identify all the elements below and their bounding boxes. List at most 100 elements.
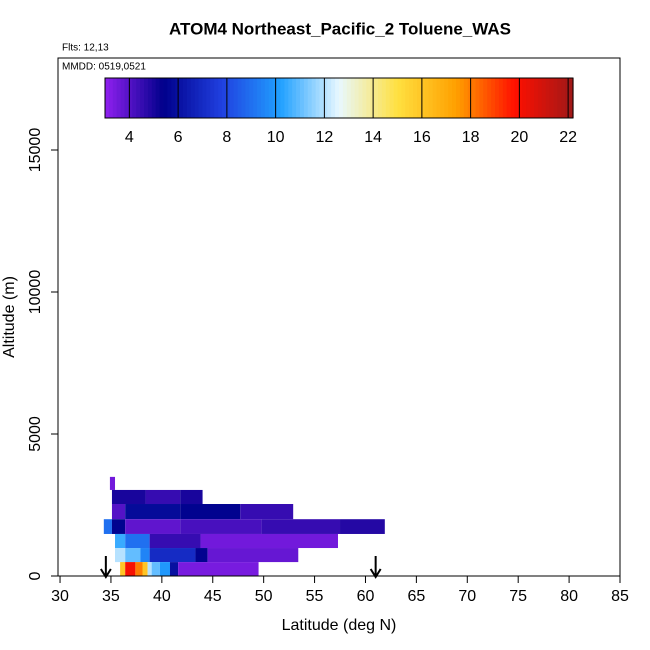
cell: [207, 548, 299, 563]
colorbar-swatch: [381, 78, 387, 118]
x-tick-label: 40: [153, 588, 171, 605]
colorbar-swatch: [534, 78, 539, 118]
colorbar-swatch: [206, 78, 211, 118]
cell: [151, 562, 160, 576]
colorbar-swatch: [424, 78, 430, 118]
colorbar-swatch: [233, 78, 239, 118]
cell: [147, 562, 152, 576]
cell: [125, 548, 141, 563]
colorbar-swatch: [144, 78, 149, 118]
colorbar-swatch: [147, 78, 153, 118]
colorbar-swatch: [186, 78, 192, 118]
colorbar-swatch: [413, 78, 418, 118]
colorbar-swatch: [167, 78, 172, 118]
colorbar-swatch: [268, 78, 274, 118]
colorbar-swatch: [401, 78, 406, 118]
cell: [169, 562, 179, 576]
colorbar-swatch: [428, 78, 434, 118]
x-tick-label: 80: [560, 588, 578, 605]
colorbar-swatch: [432, 78, 438, 118]
x-axis-label: Latitude (deg N): [282, 617, 397, 634]
colorbar-swatch: [202, 78, 207, 118]
colorbar-swatch: [120, 78, 126, 118]
colorbar-swatch: [292, 78, 297, 118]
colorbar-swatch: [264, 78, 270, 118]
chart-title: ATOM4 Northeast_Pacific_2 Toluene_WAS: [169, 19, 511, 38]
colorbar-swatch: [475, 78, 480, 118]
colorbar-tick-label: 10: [267, 129, 285, 146]
x-tick-label: 45: [204, 588, 222, 605]
colorbar-swatch: [471, 78, 477, 118]
colorbar-swatch: [163, 78, 168, 118]
colorbar-swatch: [108, 78, 114, 118]
colorbar-swatch: [541, 78, 547, 118]
colorbar-swatch: [272, 78, 278, 118]
flight-arrow: [369, 556, 382, 579]
colorbar-swatch: [545, 78, 551, 118]
colorbar-swatch: [311, 78, 317, 118]
colorbar-swatch: [339, 78, 344, 118]
colorbar-swatch: [405, 78, 410, 118]
colorbar-swatch: [385, 78, 391, 118]
cell: [120, 562, 126, 576]
x-tick-label: 30: [51, 588, 69, 605]
colorbar-swatch: [159, 78, 165, 118]
colorbar-swatch: [420, 78, 426, 118]
colorbar-tick-label: 6: [174, 129, 183, 146]
colorbar-swatch: [245, 78, 250, 118]
colorbar-swatch: [280, 78, 285, 118]
colorbar-swatch: [155, 78, 161, 118]
colorbar-swatch: [502, 78, 508, 118]
cell: [340, 519, 385, 534]
colorbar-swatch: [124, 78, 129, 118]
cell: [111, 489, 146, 505]
cell: [240, 504, 294, 520]
colorbar-swatch: [225, 78, 231, 118]
colorbar-tick-label: 14: [364, 129, 382, 146]
colorbar-swatch: [569, 78, 574, 118]
cell: [111, 504, 126, 520]
cell: [159, 562, 170, 576]
colorbar-swatch: [105, 78, 110, 118]
cell: [140, 548, 150, 563]
dates-note: MMDD: 0519,0521: [62, 62, 146, 73]
x-tick-label: 35: [102, 588, 120, 605]
colorbar-swatch: [112, 78, 118, 118]
colorbar-swatch: [358, 78, 363, 118]
colorbar-swatch: [440, 78, 445, 118]
colorbar-swatch: [218, 78, 223, 118]
colorbar-swatch: [327, 78, 332, 118]
x-tick-label: 50: [255, 588, 273, 605]
cell: [195, 548, 208, 563]
colorbar-swatch: [300, 78, 305, 118]
cell: [125, 519, 181, 534]
colorbar-swatch: [565, 78, 570, 118]
colorbar-swatch: [444, 78, 449, 118]
colorbar-swatch: [315, 78, 321, 118]
cell: [111, 519, 126, 534]
colorbar-swatch: [479, 78, 484, 118]
x-tick-label: 55: [306, 588, 324, 605]
colorbar-swatch: [487, 78, 492, 118]
cell: [180, 519, 262, 534]
colorbar-swatch: [151, 78, 157, 118]
colorbar-swatch: [288, 78, 293, 118]
colorbar-swatch: [518, 78, 523, 118]
colorbar-swatch: [514, 78, 519, 118]
x-tick-label: 65: [407, 588, 425, 605]
colorbar-swatch: [378, 78, 383, 118]
colorbar-swatch: [183, 78, 188, 118]
colorbar-swatch: [296, 78, 301, 118]
colorbar-swatch: [257, 78, 262, 118]
colorbar-frame: [104, 77, 574, 119]
colorbar-tick-label: 18: [462, 129, 480, 146]
colorbar-swatch: [409, 78, 414, 118]
cell: [149, 533, 201, 549]
colorbar-tick-label: 4: [125, 129, 134, 146]
colorbar-swatch: [417, 78, 422, 118]
colorbar-swatch: [553, 78, 558, 118]
colorbar-swatch: [362, 78, 367, 118]
colorbar-swatch: [136, 78, 141, 118]
colorbar-swatch: [530, 78, 535, 118]
colorbar-tick-label: 12: [315, 129, 333, 146]
